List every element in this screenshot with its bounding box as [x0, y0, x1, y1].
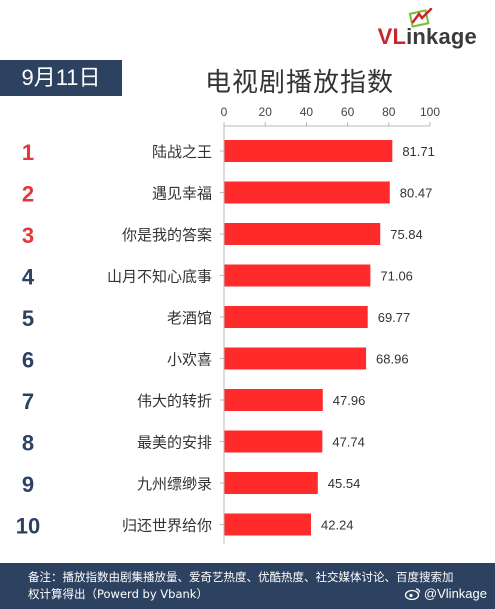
- weibo-handle: @Vlinkage: [404, 586, 487, 601]
- bar: [224, 223, 381, 245]
- value-label: 80.47: [400, 186, 433, 201]
- bar: [224, 306, 368, 328]
- bar: [224, 264, 371, 287]
- logo-text-prefix: VL: [377, 24, 407, 49]
- value-label: 75.84: [390, 227, 423, 242]
- rank-number: 9: [22, 472, 34, 497]
- value-label: 81.71: [402, 144, 435, 159]
- x-tick-label: 60: [341, 105, 355, 119]
- bar: [224, 181, 390, 204]
- rank-number: 3: [22, 223, 34, 248]
- value-label: 47.96: [333, 393, 366, 408]
- rank-number: 6: [22, 348, 34, 373]
- category-label: 老酒馆: [167, 309, 212, 327]
- value-label: 71.06: [380, 269, 413, 284]
- footer-note: 备注：播放指数由剧集播放量、爱奇艺热度、优酷热度、社交媒体讨论、百度搜索加权计算…: [28, 570, 454, 601]
- x-tick-label: 80: [382, 105, 396, 119]
- value-label: 42.24: [321, 518, 354, 533]
- x-tick-label: 20: [259, 105, 273, 119]
- date-badge: 9月11日: [0, 60, 122, 96]
- category-label: 陆战之王: [152, 143, 212, 161]
- bar: [224, 472, 318, 494]
- bar: [224, 513, 312, 536]
- category-label: 伟大的转折: [137, 392, 212, 410]
- value-label: 68.96: [376, 352, 409, 367]
- chart-title: 电视剧播放指数: [205, 68, 395, 98]
- rank-number: 8: [22, 431, 34, 456]
- bar: [224, 347, 367, 370]
- category-label: 你是我的答案: [122, 226, 212, 244]
- weibo-icon: [404, 588, 421, 600]
- value-label: 69.77: [378, 310, 411, 325]
- logo-icon: [408, 8, 432, 28]
- x-tick-label: 0: [221, 105, 228, 119]
- rank-number: 2: [22, 182, 34, 207]
- category-label: 山月不知心底事: [107, 268, 212, 286]
- ranking-bar-chart: 0 20 40 60 80 100 1 陆战之王 81.71 2 遇见幸福 80.47 3 你是我的答案 7…: [16, 105, 440, 544]
- rank-number: 10: [16, 514, 40, 539]
- weibo-handle-text: @Vlinkage: [423, 586, 487, 601]
- category-label: 九州缥缈录: [137, 475, 212, 493]
- rank-number: 4: [22, 265, 35, 290]
- vlinkage-logo: VLinkage: [378, 8, 477, 50]
- bar: [224, 140, 393, 162]
- category-label: 遇见幸福: [152, 185, 212, 203]
- bar: [224, 430, 323, 453]
- value-label: 47.74: [332, 435, 365, 450]
- rank-number: 5: [22, 306, 34, 331]
- category-label: 最美的安排: [137, 434, 212, 452]
- bar: [224, 389, 323, 411]
- x-tick-label: 100: [420, 105, 440, 119]
- value-label: 45.54: [328, 476, 361, 491]
- rank-number: 1: [22, 140, 34, 165]
- logo-text-suffix: inkage: [406, 24, 477, 49]
- rank-number: 7: [22, 389, 34, 414]
- logo-text: VLinkage: [378, 24, 477, 50]
- footer-bar: 备注：播放指数由剧集播放量、爱奇艺热度、优酷热度、社交媒体讨论、百度搜索加权计算…: [0, 563, 495, 609]
- x-tick-label: 40: [300, 105, 314, 119]
- category-label: 小欢喜: [167, 351, 212, 369]
- category-label: 归还世界给你: [122, 517, 212, 535]
